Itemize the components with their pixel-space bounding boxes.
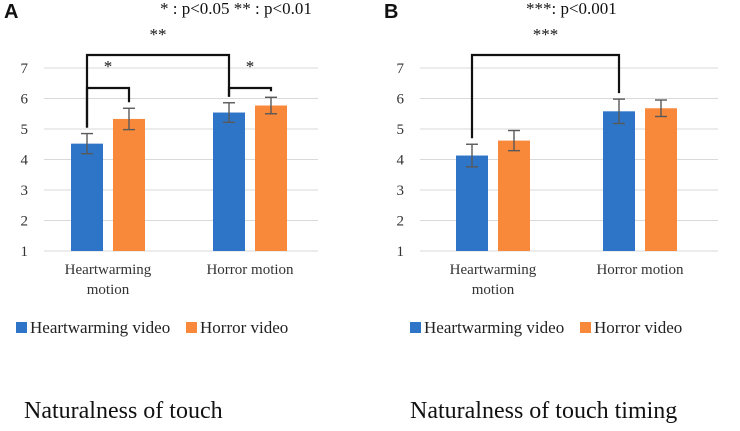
bar-horror-video bbox=[255, 105, 287, 251]
significance-stars: ** bbox=[150, 25, 167, 44]
y-tick-label: 2 bbox=[21, 214, 29, 230]
bar-horror-video bbox=[498, 140, 530, 251]
significance-stars: * bbox=[246, 57, 255, 76]
y-tick-label: 6 bbox=[397, 92, 405, 108]
significance-bracket bbox=[470, 53, 621, 139]
legend-swatch bbox=[16, 322, 27, 333]
bar-heartwarming-video bbox=[71, 143, 103, 251]
panel-caption: Naturalness of touch bbox=[24, 398, 223, 424]
x-category-label: Heartwarming motion bbox=[65, 262, 152, 298]
chart-panel-a: A * : p<0.05 ** : p<0.01 1 2 3 4 5 6 7 Heartwarmi… bbox=[4, 0, 318, 424]
y-tick-label: 4 bbox=[21, 153, 29, 169]
legend-label: Horror video bbox=[594, 318, 682, 337]
bar-heartwarming-video bbox=[456, 155, 488, 251]
y-tick-label: 6 bbox=[21, 92, 29, 108]
y-tick-label: 7 bbox=[21, 61, 29, 77]
significance-stars: * bbox=[104, 57, 113, 76]
y-tick-label: 5 bbox=[21, 122, 29, 138]
y-tick-label: 3 bbox=[21, 183, 29, 199]
significance-bracket bbox=[227, 86, 273, 97]
significance-bracket bbox=[85, 53, 231, 128]
y-tick-label: 1 bbox=[397, 244, 405, 260]
chart-panel-b: B ***: p<0.001 1 2 3 4 5 6 7 Heartwarming motion Ho… bbox=[384, 0, 718, 424]
y-tick-label: 5 bbox=[397, 122, 405, 138]
y-tick-label: 7 bbox=[397, 61, 405, 77]
panel-letter: B bbox=[384, 1, 398, 23]
significance-stars: *** bbox=[533, 25, 559, 44]
x-category-label: Heartwarming motion bbox=[450, 262, 537, 298]
legend-label: Heartwarming video bbox=[424, 318, 564, 337]
significance-note: ***: p<0.001 bbox=[526, 0, 617, 18]
legend-swatch bbox=[186, 322, 197, 333]
y-tick-label: 3 bbox=[397, 183, 405, 199]
legend-swatch bbox=[580, 322, 591, 333]
legend-swatch bbox=[410, 322, 421, 333]
x-category-label: Horror motion bbox=[206, 262, 294, 278]
legend-label: Heartwarming video bbox=[30, 318, 170, 337]
panel-caption: Naturalness of touch timing bbox=[410, 398, 677, 424]
x-category-label: Horror motion bbox=[596, 262, 684, 278]
bar-horror-video bbox=[645, 108, 677, 251]
y-tick-label: 2 bbox=[397, 214, 405, 230]
bar-heartwarming-video bbox=[213, 112, 245, 251]
bar-heartwarming-video bbox=[603, 111, 635, 251]
significance-note: * : p<0.05 ** : p<0.01 bbox=[160, 0, 312, 18]
y-tick-label: 1 bbox=[21, 244, 29, 260]
panel-letter: A bbox=[4, 1, 18, 23]
legend-label: Horror video bbox=[200, 318, 288, 337]
bar-horror-video bbox=[113, 118, 145, 251]
y-tick-label: 4 bbox=[397, 153, 405, 169]
